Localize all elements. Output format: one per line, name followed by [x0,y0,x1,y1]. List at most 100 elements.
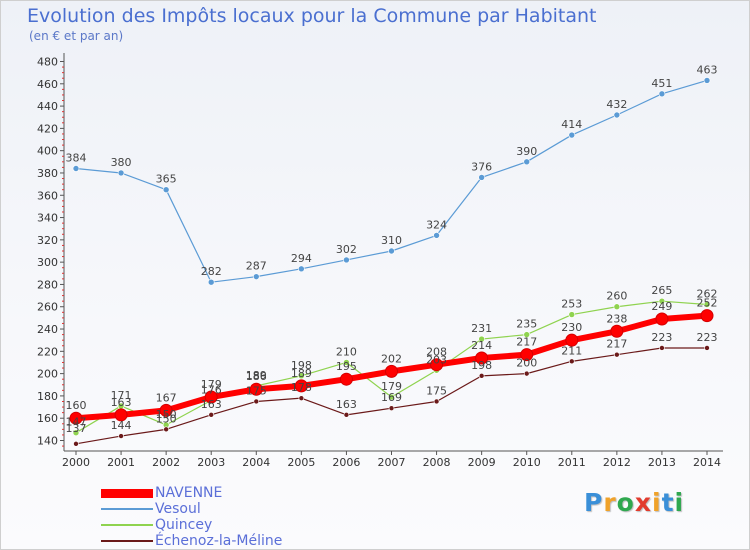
data-point [298,265,305,273]
data-point [568,311,576,318]
data-label: 451 [651,77,672,90]
data-point [430,358,444,372]
x-tick-label: 2006 [332,456,360,469]
data-point [568,131,576,139]
x-tick-label: 2001 [107,456,135,469]
data-point [478,174,485,181]
y-tick-label: 420 [37,122,58,135]
data-point [385,364,398,378]
data-label: 208 [426,346,447,359]
data-label: 376 [471,160,492,173]
data-label: 200 [516,357,537,370]
x-tick-label: 2013 [648,456,676,469]
data-point [478,373,485,379]
data-point [568,358,575,365]
data-point [658,90,666,98]
data-point [433,398,440,405]
data-label: 171 [111,389,132,402]
data-point [388,405,395,411]
data-label: 302 [336,243,357,256]
data-label: 198 [291,359,312,372]
data-point [72,165,80,172]
data-label: 202 [381,352,402,365]
data-label: 260 [606,290,627,303]
y-tick-label: 360 [37,189,58,202]
legend-swatch [101,524,153,526]
data-point [294,379,308,393]
data-point [478,335,485,343]
data-point [610,324,624,338]
x-tick-label: 2000 [62,456,90,469]
x-tick-label: 2009 [468,456,496,469]
data-point [659,345,665,351]
y-tick-label: 320 [37,234,58,247]
data-label: 262 [697,288,718,301]
legend-item: Échenoz-la-Méline [101,533,282,549]
data-point [343,359,350,366]
data-point [703,77,711,84]
data-label: 231 [471,322,492,335]
data-label: 223 [651,331,672,344]
data-point [523,158,531,166]
chart-subtitle: (en € et par an) [29,29,124,43]
y-tick-label: 160 [37,412,58,425]
data-point [565,333,579,347]
data-label: 198 [471,359,492,372]
data-point [658,297,666,305]
data-point [475,351,489,365]
data-label: 287 [246,260,267,273]
data-label: 238 [606,312,627,325]
data-label: 189 [291,367,312,380]
data-point [704,345,710,351]
data-label: 144 [111,419,132,432]
data-point [655,312,669,326]
data-label: 230 [561,321,582,334]
data-point [613,111,621,119]
data-point [249,382,263,396]
data-point [163,426,169,433]
legend-swatch [101,508,153,510]
data-label: 294 [291,252,312,265]
data-label: 179 [201,378,222,391]
data-label: 265 [651,284,672,297]
legend-label: Quincey [155,517,213,533]
data-point [252,273,260,280]
data-label: 253 [561,298,582,311]
data-point [208,412,215,418]
data-point [700,309,714,323]
data-label: 217 [516,336,537,349]
data-point [207,278,215,286]
data-point [298,395,305,401]
legend-swatch [101,488,153,498]
legend-swatch [101,540,153,542]
data-label: 249 [651,300,672,313]
x-tick-label: 2012 [603,456,631,469]
x-tick-label: 2014 [693,456,721,469]
legend-label: Vesoul [155,501,201,517]
data-label: 384 [66,152,87,165]
data-point [69,411,83,425]
data-point [118,433,124,439]
data-label: 203 [426,353,447,366]
legend-item: Vesoul [101,501,282,517]
data-label: 310 [381,234,402,247]
data-point [613,303,621,311]
legend-label: NAVENNE [155,485,223,501]
data-label: 175 [426,384,447,397]
y-tick-label: 340 [37,212,58,225]
data-label: 150 [156,412,177,425]
data-label: 195 [336,360,357,373]
data-label: 223 [697,331,718,344]
proxiti-logo: Proxiti [584,488,685,517]
data-point [159,403,173,417]
data-label: 380 [111,156,132,169]
data-point [204,390,218,404]
y-tick-label: 400 [37,145,58,158]
legend: NAVENNE Vesoul Quincey Échenoz-la-Méline [101,485,282,549]
x-tick-label: 2010 [513,456,541,469]
y-tick-label: 180 [37,390,58,403]
data-point [523,331,531,338]
data-point [298,372,305,380]
data-label: 169 [381,391,402,404]
y-tick-label: 240 [37,323,58,336]
